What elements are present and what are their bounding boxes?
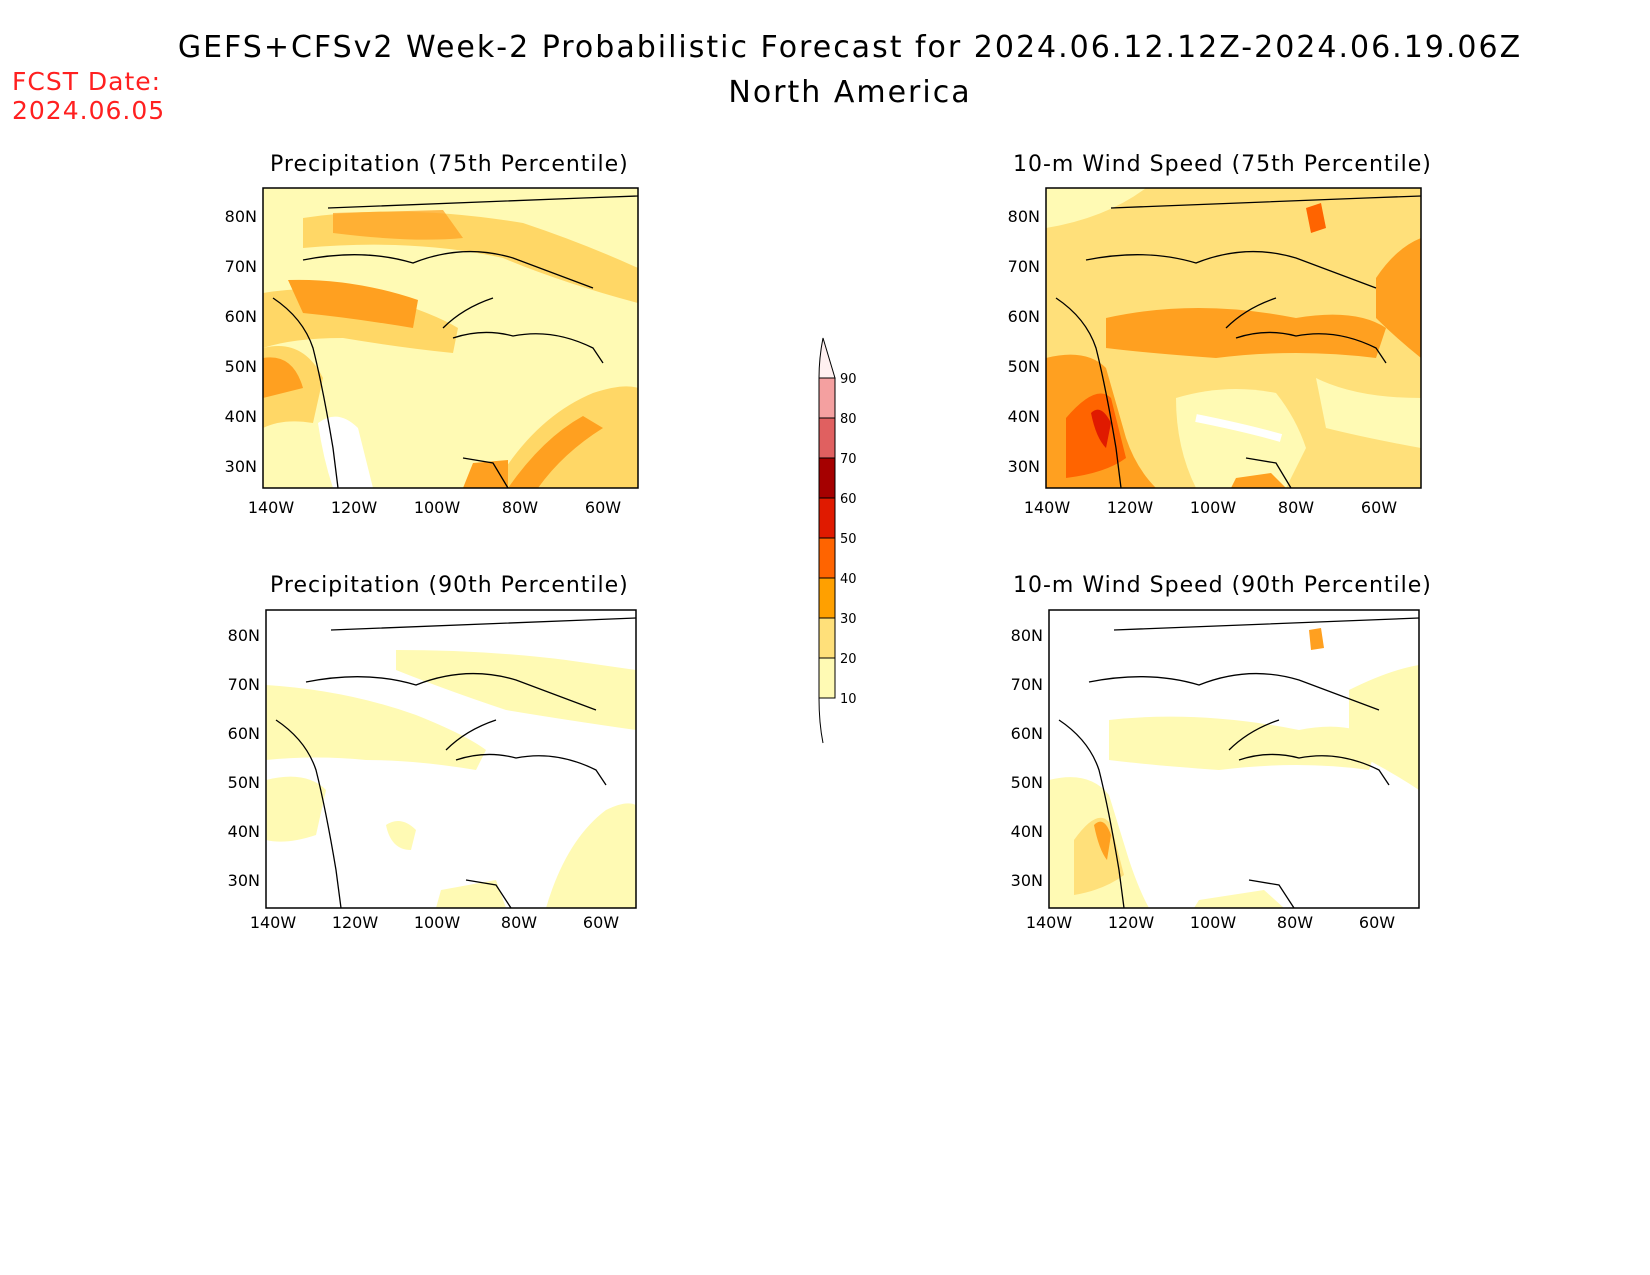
lat-label: 80N [1007,207,1040,226]
colorbar-swatch [818,657,836,699]
panel-wind-75-map [1045,187,1422,489]
lon-label: 120W [1107,913,1155,932]
colorbar-label: 20 [840,652,857,667]
lat-label: 60N [227,724,260,743]
colorbar-swatch [818,617,836,659]
colorbar-swatch [818,497,836,539]
colorbar [818,337,836,744]
lon-label: 80W [1276,913,1314,932]
lon-label: 60W [1358,913,1396,932]
lon-label: 100W [413,498,461,517]
lat-label: 30N [224,457,257,476]
lat-label: 50N [224,357,257,376]
colorbar-label: 70 [840,452,857,467]
panel-precip-75-title: Precipitation (75th Percentile) [270,152,629,177]
lon-label: 80W [501,498,539,517]
panel-wind-90-title: 10-m Wind Speed (90th Percentile) [1013,573,1432,598]
colorbar-swatch [818,377,836,419]
lon-label: 60W [582,913,620,932]
panel-wind-75-title: 10-m Wind Speed (75th Percentile) [1013,152,1432,177]
colorbar-label: 10 [840,692,857,707]
colorbar-label: 60 [840,492,857,507]
colorbar-label: 80 [840,412,857,427]
lon-label: 60W [1360,498,1398,517]
lon-label: 60W [584,498,622,517]
lat-label: 60N [1010,724,1043,743]
lat-label: 30N [227,871,260,890]
fcst-date-label: FCST Date: [12,67,162,96]
lon-label: 100W [413,913,461,932]
lat-label: 40N [227,822,260,841]
panel-wind-90-map [1048,609,1420,909]
colorbar-label: 50 [840,532,857,547]
lat-label: 50N [1010,773,1043,792]
lat-label: 80N [227,626,260,645]
colorbar-swatch [818,577,836,619]
colorbar-swatch [818,417,836,459]
lat-label: 50N [1007,357,1040,376]
lat-label: 60N [1007,307,1040,326]
panel-precip-90-map [265,609,637,909]
lon-label: 100W [1189,498,1237,517]
lat-label: 70N [224,257,257,276]
lon-label: 140W [1023,498,1071,517]
lon-label: 140W [1025,913,1073,932]
lat-label: 70N [1010,675,1043,694]
colorbar-swatch [818,537,836,579]
lon-label: 140W [247,498,295,517]
lat-label: 70N [227,675,260,694]
colorbar-label: 40 [840,572,857,587]
lat-label: 50N [227,773,260,792]
page-title: GEFS+CFSv2 Week-2 Probabilistic Forecast… [177,30,1523,65]
colorbar-swatch [818,457,836,499]
lat-label: 80N [224,207,257,226]
lat-label: 30N [1007,457,1040,476]
lon-label: 120W [1106,498,1154,517]
fcst-date-value: 2024.06.05 [12,96,166,125]
lon-label: 140W [249,913,297,932]
lat-label: 80N [1010,626,1043,645]
lon-label: 120W [331,913,379,932]
lon-label: 80W [1277,498,1315,517]
lon-label: 100W [1189,913,1237,932]
colorbar-label: 90 [840,372,857,387]
lat-label: 40N [1010,822,1043,841]
lat-label: 70N [1007,257,1040,276]
lat-label: 40N [224,407,257,426]
lat-label: 60N [224,307,257,326]
lat-label: 40N [1007,407,1040,426]
lat-label: 30N [1010,871,1043,890]
region-subtitle: North America [728,75,972,110]
lon-label: 120W [330,498,378,517]
panel-precip-90-title: Precipitation (90th Percentile) [270,573,629,598]
lon-label: 80W [500,913,538,932]
panel-precip-75-map [262,187,639,489]
colorbar-label: 30 [840,612,857,627]
